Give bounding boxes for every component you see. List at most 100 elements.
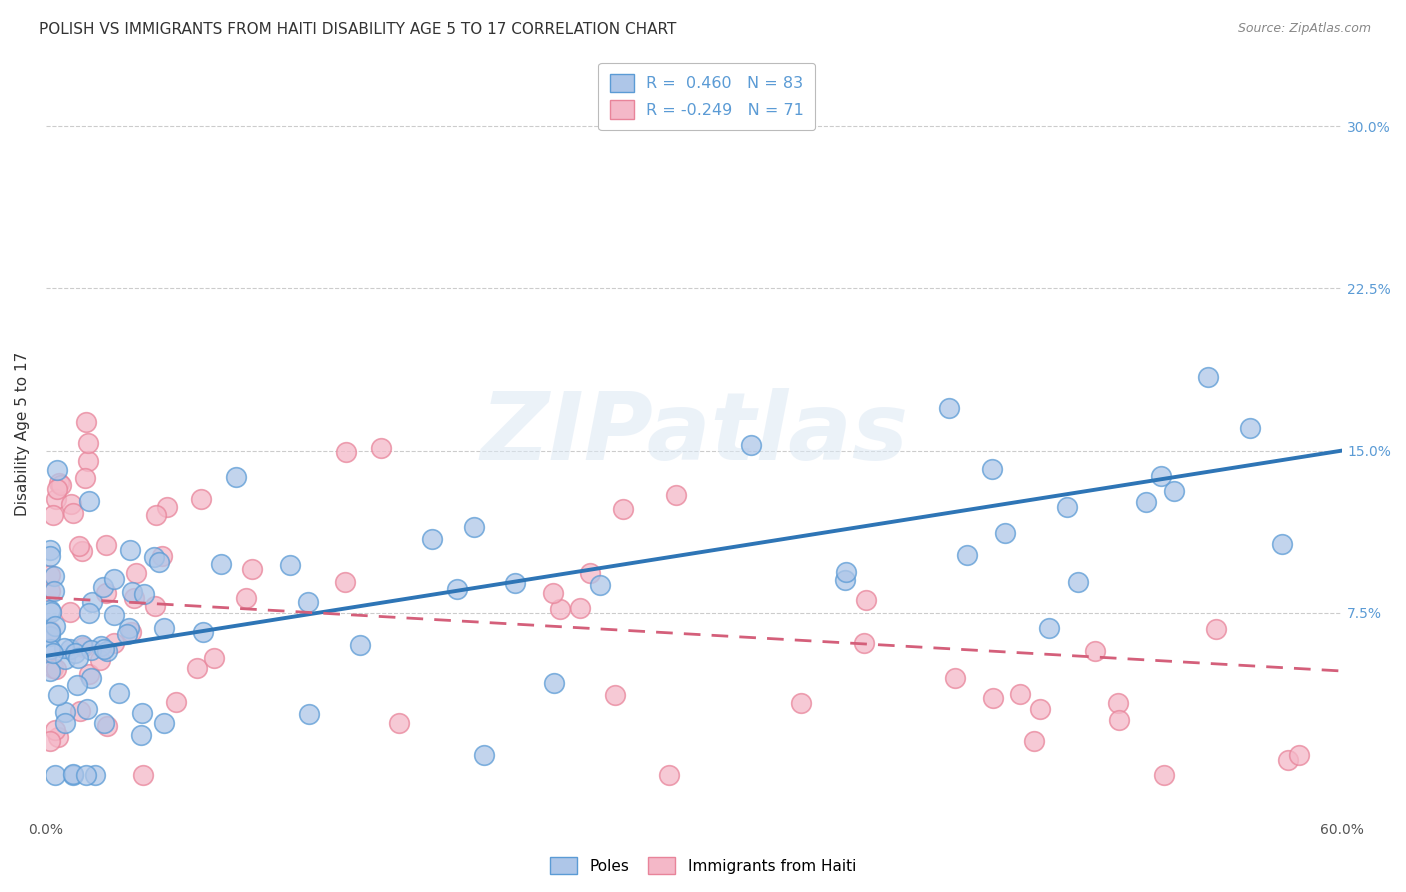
- Text: POLISH VS IMMIGRANTS FROM HAITI DISABILITY AGE 5 TO 17 CORRELATION CHART: POLISH VS IMMIGRANTS FROM HAITI DISABILI…: [39, 22, 676, 37]
- Point: [59, 642, 82, 657]
- Point: [90, 639, 112, 653]
- Point: [75, 768, 97, 782]
- Point: [108, 686, 131, 700]
- Point: [115, 627, 138, 641]
- Point: [994, 526, 1017, 541]
- Text: ZIPatlas: ZIPatlas: [479, 388, 908, 480]
- Point: [335, 445, 357, 459]
- Point: [42, 584, 65, 599]
- Point: [1205, 622, 1227, 636]
- Point: [148, 556, 170, 570]
- Point: [79, 606, 101, 620]
- Point: [94, 586, 117, 600]
- Point: [131, 706, 153, 720]
- Point: [740, 438, 762, 452]
- Point: [569, 601, 592, 615]
- Point: [1008, 688, 1031, 702]
- Point: [91, 580, 114, 594]
- Point: [42, 508, 65, 523]
- Point: [62, 766, 84, 780]
- Legend: R =  0.460   N = 83, R = -0.249   N = 71: R = 0.460 N = 83, R = -0.249 N = 71: [599, 62, 815, 129]
- Point: [44, 723, 66, 738]
- Point: [938, 401, 960, 416]
- Point: [142, 549, 165, 564]
- Point: [835, 565, 858, 579]
- Point: [789, 697, 811, 711]
- Point: [46, 730, 69, 744]
- Point: [103, 572, 125, 586]
- Point: [118, 543, 141, 558]
- Point: [39, 733, 62, 747]
- Point: [235, 591, 257, 606]
- Point: [39, 665, 62, 679]
- Point: [66, 651, 89, 665]
- Point: [53, 705, 76, 719]
- Point: [103, 607, 125, 622]
- Point: [53, 715, 76, 730]
- Point: [503, 575, 526, 590]
- Point: [79, 671, 101, 685]
- Point: [89, 653, 111, 667]
- Point: [297, 595, 319, 609]
- Point: [1083, 644, 1105, 658]
- Point: [39, 567, 62, 582]
- Point: [62, 768, 84, 782]
- Point: [658, 768, 681, 782]
- Point: [70, 638, 93, 652]
- Point: [333, 574, 356, 589]
- Point: [39, 624, 62, 639]
- Point: [541, 585, 564, 599]
- Point: [1135, 495, 1157, 509]
- Point: [69, 705, 91, 719]
- Point: [209, 557, 232, 571]
- Point: [1150, 469, 1173, 483]
- Point: [39, 605, 62, 619]
- Point: [76, 701, 98, 715]
- Point: [45, 491, 67, 506]
- Point: [225, 470, 247, 484]
- Point: [834, 574, 856, 588]
- Point: [1056, 500, 1078, 514]
- Point: [1288, 748, 1310, 763]
- Point: [1271, 537, 1294, 551]
- Point: [67, 539, 90, 553]
- Point: [39, 549, 62, 564]
- Point: [186, 660, 208, 674]
- Point: [1239, 421, 1261, 435]
- Point: [145, 508, 167, 523]
- Point: [134, 587, 156, 601]
- Point: [1038, 622, 1060, 636]
- Point: [612, 501, 634, 516]
- Point: [125, 566, 148, 581]
- Point: [53, 652, 76, 666]
- Point: [44, 768, 66, 782]
- Point: [132, 768, 155, 782]
- Point: [446, 582, 468, 597]
- Point: [96, 644, 118, 658]
- Point: [543, 676, 565, 690]
- Point: [77, 435, 100, 450]
- Point: [96, 718, 118, 732]
- Point: [579, 566, 602, 581]
- Point: [46, 688, 69, 702]
- Point: [463, 520, 485, 534]
- Point: [39, 543, 62, 558]
- Point: [240, 562, 263, 576]
- Point: [77, 667, 100, 681]
- Point: [278, 558, 301, 572]
- Point: [1022, 734, 1045, 748]
- Point: [44, 569, 66, 583]
- Point: [39, 629, 62, 643]
- Y-axis label: Disability Age 5 to 17: Disability Age 5 to 17: [15, 352, 30, 516]
- Point: [122, 591, 145, 606]
- Point: [1029, 702, 1052, 716]
- Point: [153, 715, 176, 730]
- Point: [59, 497, 82, 511]
- Point: [665, 488, 688, 502]
- Point: [980, 462, 1002, 476]
- Point: [93, 641, 115, 656]
- Point: [1067, 574, 1090, 589]
- Point: [388, 716, 411, 731]
- Point: [77, 454, 100, 468]
- Point: [143, 599, 166, 613]
